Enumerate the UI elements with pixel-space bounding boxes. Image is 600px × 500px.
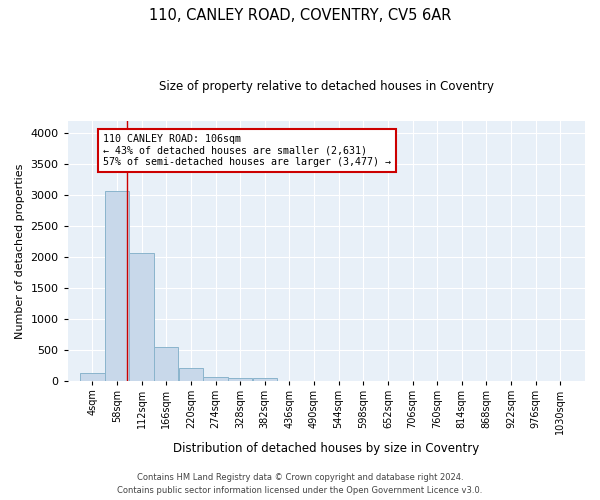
Text: 110 CANLEY ROAD: 106sqm
← 43% of detached houses are smaller (2,631)
57% of semi: 110 CANLEY ROAD: 106sqm ← 43% of detache… [103, 134, 391, 168]
Title: Size of property relative to detached houses in Coventry: Size of property relative to detached ho… [159, 80, 494, 93]
Y-axis label: Number of detached properties: Number of detached properties [15, 164, 25, 338]
Text: 110, CANLEY ROAD, COVENTRY, CV5 6AR: 110, CANLEY ROAD, COVENTRY, CV5 6AR [149, 8, 451, 22]
Bar [203, 376, 228, 382]
X-axis label: Distribution of detached houses by size in Coventry: Distribution of detached houses by size … [173, 442, 479, 455]
Bar [228, 378, 253, 382]
Bar [253, 378, 277, 382]
Bar [80, 374, 104, 382]
Bar [154, 346, 178, 382]
Bar [179, 368, 203, 382]
Text: Contains HM Land Registry data © Crown copyright and database right 2024.
Contai: Contains HM Land Registry data © Crown c… [118, 474, 482, 495]
Bar [105, 192, 129, 382]
Bar [130, 254, 154, 382]
